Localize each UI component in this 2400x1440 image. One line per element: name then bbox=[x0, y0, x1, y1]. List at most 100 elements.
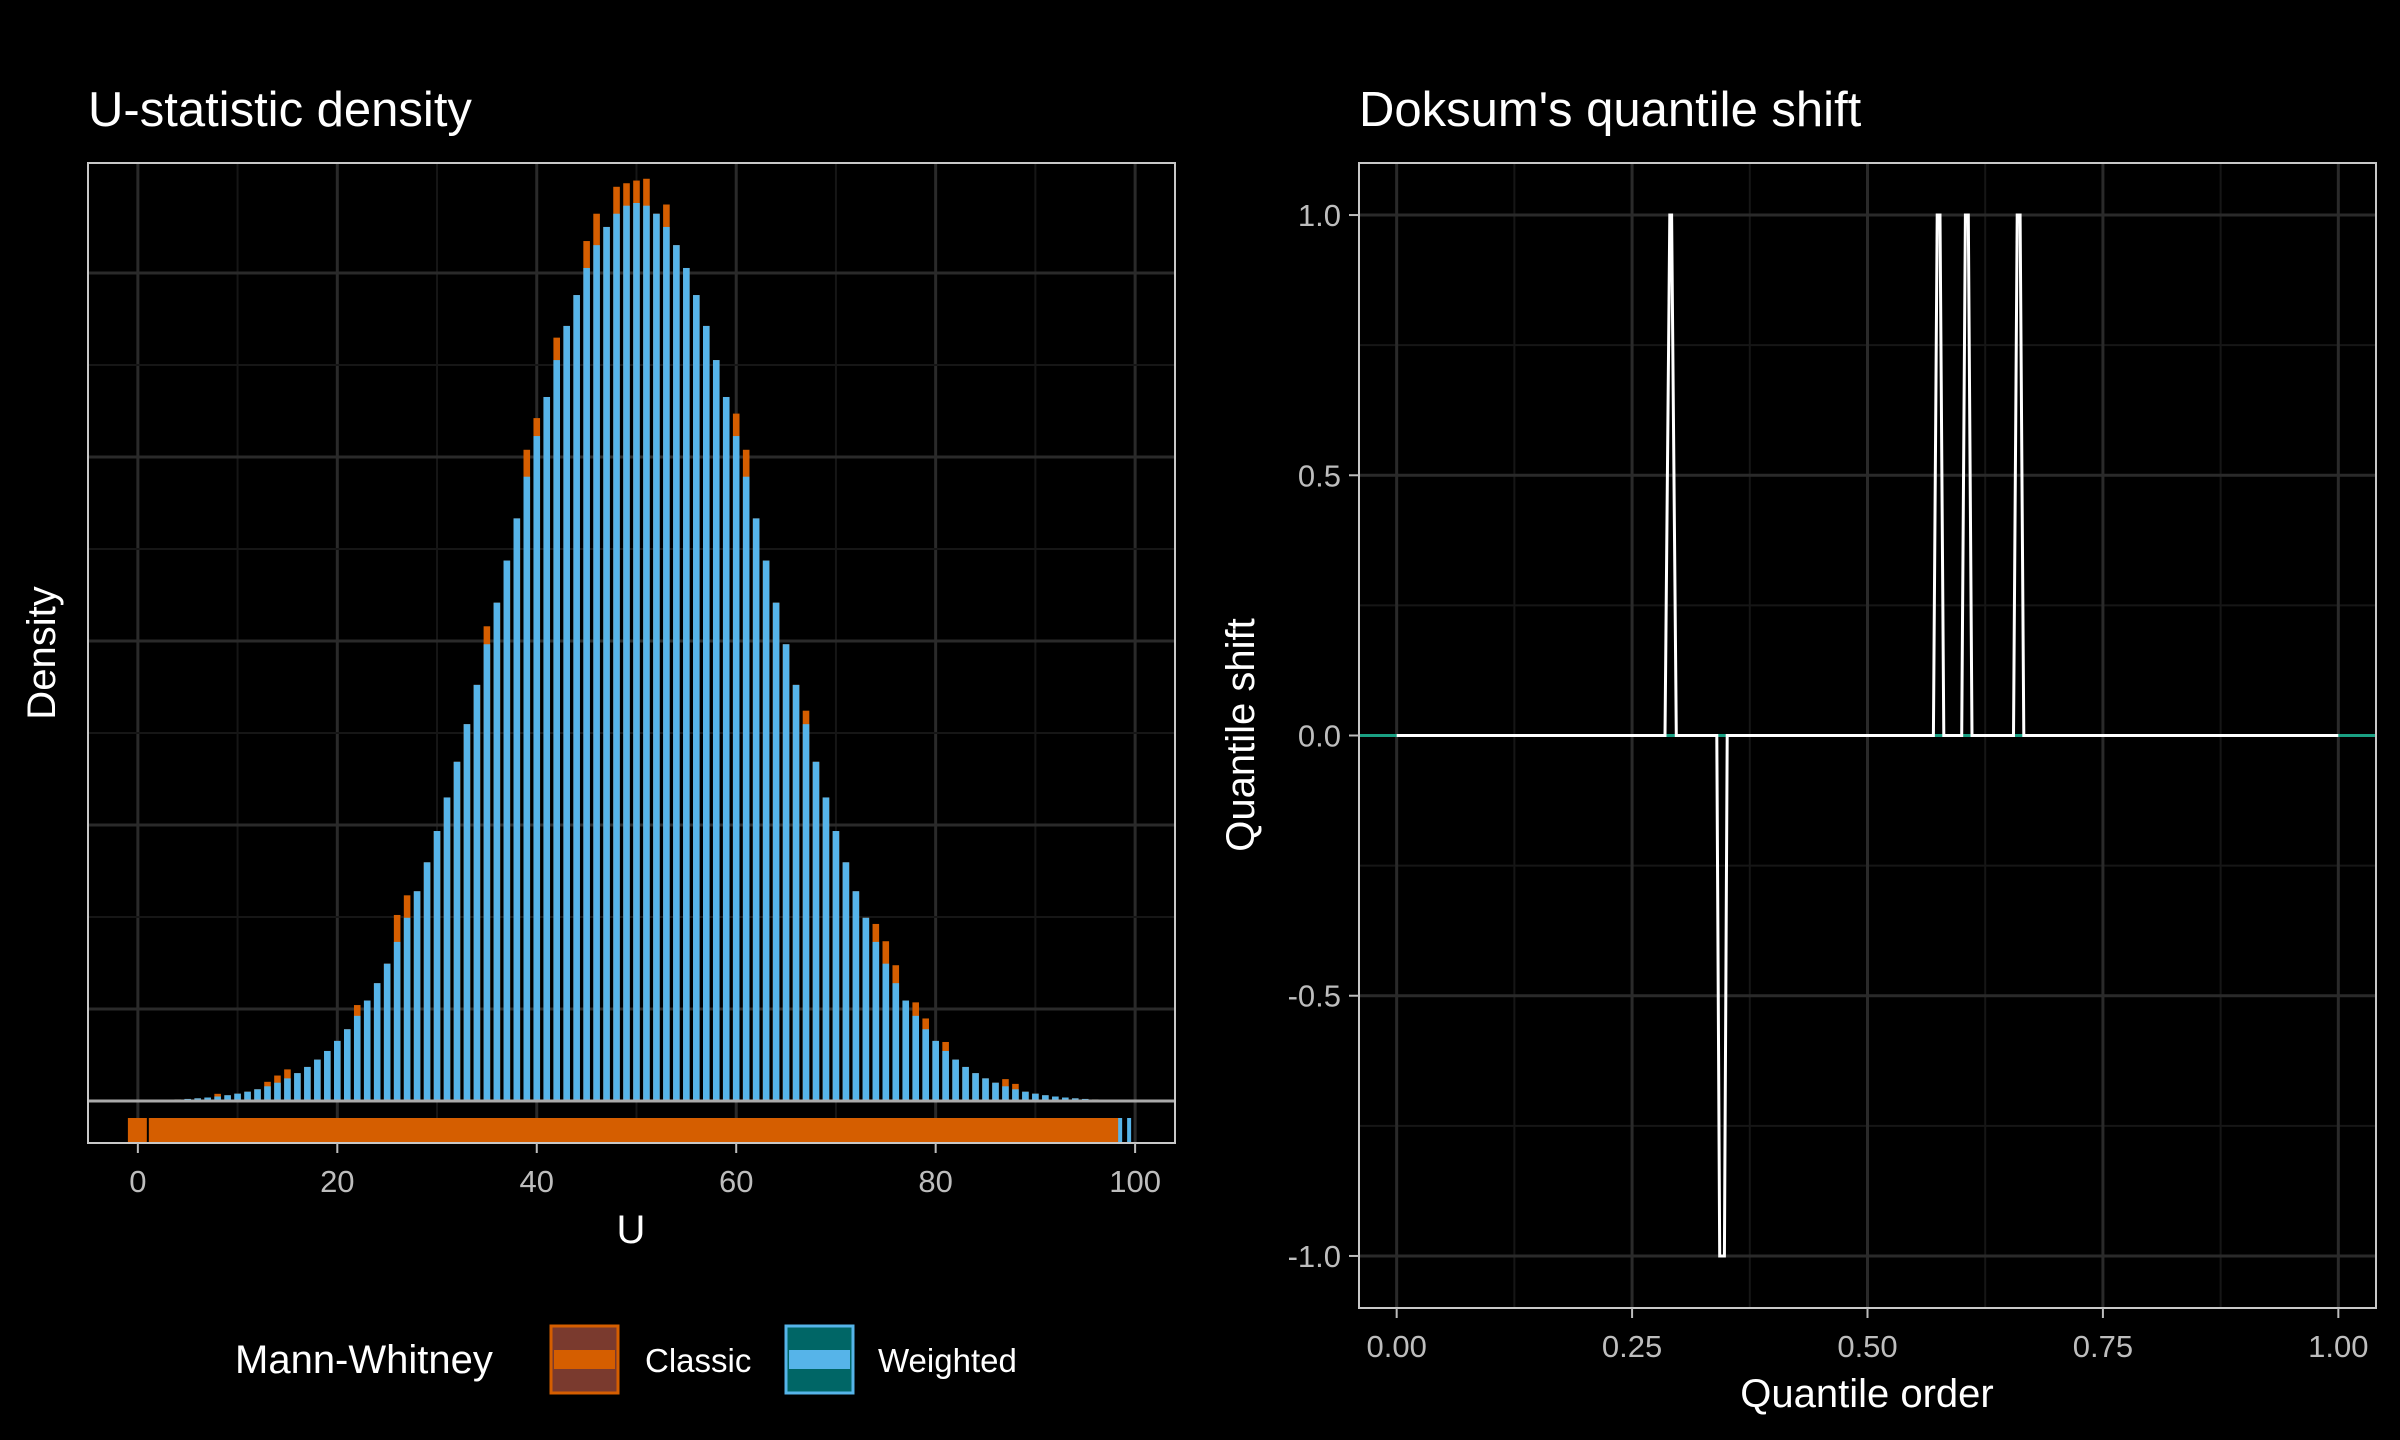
quantile-x-axis-label: Quantile order bbox=[1740, 1372, 1993, 1416]
weighted-bar bbox=[234, 1093, 241, 1101]
legend-title: Mann-Whitney bbox=[235, 1338, 493, 1382]
weighted-bar bbox=[802, 724, 810, 1101]
weighted-bar bbox=[862, 917, 870, 1101]
weighted-bar bbox=[254, 1089, 261, 1101]
classic-rug-band bbox=[127, 1118, 1121, 1144]
weighted-bar bbox=[294, 1073, 301, 1101]
weighted-bar bbox=[712, 360, 720, 1101]
weighted-bar bbox=[902, 1000, 910, 1101]
density-x-tick-label: 100 bbox=[1109, 1164, 1161, 1199]
classic-legend-key bbox=[549, 1324, 620, 1395]
density-bars bbox=[88, 178, 1175, 1103]
quantile-y-axis-label: Quantile shift bbox=[1219, 618, 1263, 851]
weighted-bar bbox=[643, 205, 650, 1102]
density-chart: U-statistic density 0 20 40 60 80 100 U Densi… bbox=[20, 83, 1176, 1252]
weighted-bar bbox=[952, 1059, 959, 1101]
weighted-bar bbox=[553, 360, 560, 1101]
weighted-bar bbox=[533, 436, 541, 1101]
weighted-bar bbox=[413, 891, 421, 1101]
weighted-bar bbox=[473, 684, 481, 1101]
weighted-bar bbox=[962, 1066, 969, 1101]
quantile-chart-title: Doksum's quantile shift bbox=[1359, 83, 1862, 137]
weighted-bar bbox=[563, 325, 570, 1101]
weighted-bar bbox=[663, 226, 670, 1101]
weighted-bar bbox=[742, 476, 750, 1101]
weighted-bar bbox=[832, 831, 840, 1101]
weighted-bar bbox=[912, 1015, 920, 1101]
weighted-bar bbox=[782, 644, 790, 1101]
weighted-bar bbox=[314, 1059, 321, 1101]
weighted-bar bbox=[972, 1073, 979, 1101]
weighted-bar bbox=[882, 963, 890, 1101]
weighted-bar bbox=[1002, 1086, 1009, 1101]
weighted-bar bbox=[503, 560, 511, 1101]
quantile-y-tick-label: -0.5 bbox=[1288, 979, 1341, 1014]
density-rug bbox=[127, 1118, 1132, 1144]
weighted-bar bbox=[244, 1091, 251, 1101]
weighted-bar bbox=[772, 602, 780, 1101]
quantile-x-tick-label: 0.25 bbox=[1602, 1329, 1662, 1364]
weighted-bar bbox=[752, 518, 760, 1101]
density-x-tick-label: 60 bbox=[719, 1164, 753, 1199]
weighted-bar bbox=[1052, 1096, 1059, 1101]
quantile-x-tick-label: 0.50 bbox=[1837, 1329, 1897, 1364]
weighted-bar bbox=[673, 245, 680, 1101]
weighted-bar bbox=[992, 1082, 999, 1101]
weighted-bar bbox=[363, 1000, 371, 1101]
weighted-bar bbox=[224, 1095, 231, 1101]
weighted-bar bbox=[433, 831, 441, 1101]
density-y-axis-label: Density bbox=[20, 586, 64, 719]
weighted-bar bbox=[373, 983, 381, 1101]
weighted-bar bbox=[633, 203, 640, 1101]
weighted-bar bbox=[543, 396, 551, 1101]
legend-item-weighted: Weighted bbox=[878, 1342, 1017, 1379]
weighted-bar bbox=[842, 862, 850, 1101]
quantile-y-tick-label: 0.0 bbox=[1298, 719, 1341, 754]
weighted-bar bbox=[513, 518, 521, 1101]
legend: Mann-Whitney Classic Weighted bbox=[235, 1324, 1017, 1395]
weighted-bar bbox=[274, 1082, 281, 1101]
weighted-bar bbox=[732, 436, 740, 1101]
weighted-bar bbox=[822, 797, 830, 1101]
density-x-axis-label: U bbox=[617, 1208, 646, 1252]
weighted-bar bbox=[453, 761, 461, 1101]
weighted-bar bbox=[583, 267, 590, 1101]
density-x-ticks: 0 20 40 60 80 100 bbox=[129, 1143, 1161, 1199]
weighted-bar bbox=[423, 862, 431, 1101]
legend-item-classic: Classic bbox=[645, 1342, 751, 1379]
weighted-bar bbox=[214, 1096, 221, 1101]
weighted-bar bbox=[722, 396, 730, 1101]
weighted-bar bbox=[443, 797, 451, 1101]
weighted-bar bbox=[1022, 1091, 1029, 1101]
quantile-x-tick-label: 0.00 bbox=[1366, 1329, 1426, 1364]
weighted-bar bbox=[334, 1040, 341, 1101]
weighted-bar bbox=[683, 267, 690, 1101]
quantile-shift-chart: Doksum's quantile shift 0.00 0.25 0.50 0.75… bbox=[1219, 83, 2377, 1416]
weighted-bar bbox=[892, 983, 900, 1101]
weighted-bar bbox=[613, 213, 620, 1101]
weighted-bar bbox=[383, 963, 391, 1101]
quantile-x-ticks: 0.00 0.25 0.50 0.75 1.00 bbox=[1366, 1308, 2369, 1364]
weighted-bar bbox=[403, 917, 411, 1101]
weighted-bar bbox=[284, 1078, 291, 1101]
quantile-shift-line bbox=[1396, 213, 2339, 1258]
weighted-bar bbox=[343, 1029, 351, 1101]
weighted-bar bbox=[324, 1050, 331, 1101]
weighted-bar bbox=[353, 1015, 361, 1101]
density-x-tick-label: 40 bbox=[520, 1164, 554, 1199]
weighted-bar bbox=[792, 684, 800, 1101]
weighted-bar bbox=[762, 560, 770, 1101]
weighted-bar bbox=[872, 941, 880, 1101]
density-panel-border bbox=[87, 162, 1176, 1144]
weighted-bar bbox=[982, 1078, 989, 1101]
weighted-bar bbox=[264, 1086, 271, 1101]
weighted-bar bbox=[523, 476, 531, 1101]
weighted-bar bbox=[463, 724, 471, 1101]
weighted-bar bbox=[693, 295, 700, 1101]
weighted-bar bbox=[852, 891, 860, 1101]
weighted-bar bbox=[593, 245, 600, 1101]
density-chart-title: U-statistic density bbox=[88, 83, 472, 137]
weighted-bar bbox=[703, 325, 710, 1101]
